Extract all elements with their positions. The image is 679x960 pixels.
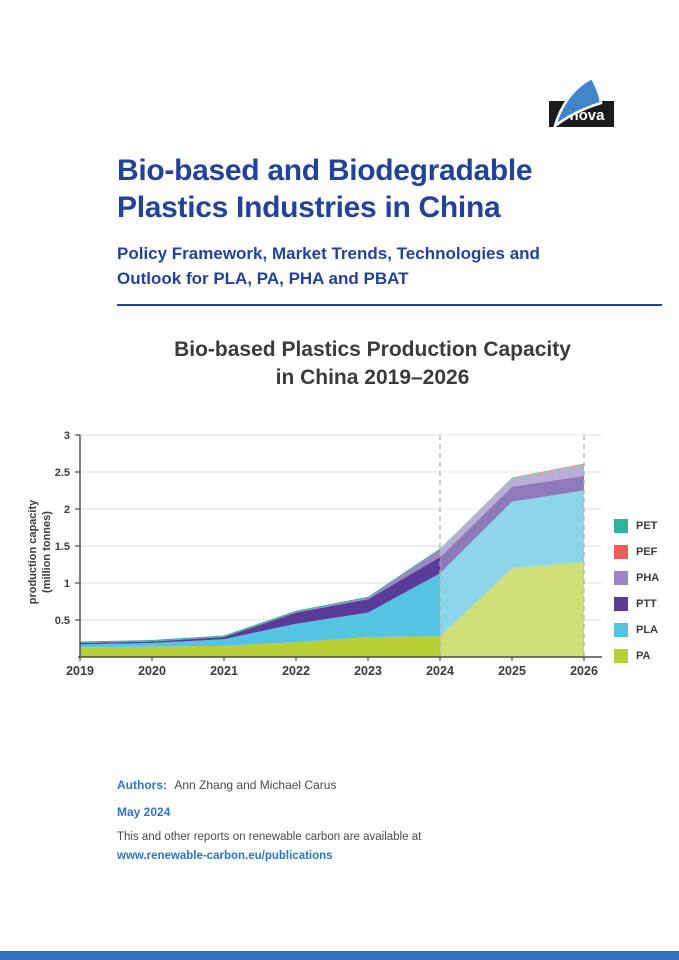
svg-text:2.5: 2.5 [55,467,70,479]
chart-title-line1: Bio-based Plastics Production Capacity [174,338,571,361]
legend-label: PEF [636,546,658,558]
legend-label: PHA [636,572,660,584]
legend-swatch [614,545,628,559]
svg-text:2020: 2020 [138,664,166,678]
legend-label: PLA [636,624,658,636]
legend-swatch [614,597,628,611]
authors-names: Ann Zhang and Michael Carus [174,778,337,792]
publication-date: May 2024 [117,805,171,819]
svg-text:2021: 2021 [210,664,238,678]
legend-swatch [614,519,628,533]
page-title: Bio-based and Biodegradable Plastics Ind… [117,152,657,226]
page-subtitle-line2: Outlook for PLA, PA, PHA and PBAT [117,269,409,288]
svg-text:2024: 2024 [426,664,454,678]
svg-text:0.5: 0.5 [55,615,70,627]
svg-text:2026: 2026 [570,664,598,678]
svg-text:2023: 2023 [354,664,382,678]
svg-text:3: 3 [64,430,70,442]
nova-logo: nova [549,76,614,130]
legend-item-pef: PEF [614,545,659,559]
availability-note: This and other reports on renewable carb… [117,831,422,843]
legend-label: PET [636,520,658,532]
logo-swoosh-icon [552,76,603,130]
chart-title: Bio-based Plastics Production Capacity i… [100,336,645,392]
svg-text:2019: 2019 [66,664,94,678]
legend-item-ptt: PTT [614,597,659,611]
page-title-line2: Plastics Industries in China [117,191,501,224]
legend-swatch [614,571,628,585]
legend-item-pha: PHA [614,571,659,585]
stacked-area-chart: 0.5 1 1.5 2 2.5 3 2019 2020 2021 2022 2023 2024 2025… [55,430,602,678]
chart-title-line2: in China 2019–2026 [275,366,470,389]
authors-line: Authors: Ann Zhang and Michael Carus [117,778,336,792]
page-subtitle-line1: Policy Framework, Market Trends, Technol… [117,244,540,263]
legend-swatch [614,649,628,663]
svg-text:1.5: 1.5 [55,541,70,553]
legend-swatch [614,623,628,637]
legend-item-pet: PET [614,519,659,533]
svg-text:2: 2 [64,504,70,516]
legend-item-pla: PLA [614,623,659,637]
svg-text:2025: 2025 [498,664,526,678]
footer-bar [0,951,679,960]
chart-legend: PET PEF PHA PTT PLA PA [614,519,659,675]
legend-label: PA [636,650,651,662]
svg-text:2022: 2022 [282,664,310,678]
page-title-line1: Bio-based and Biodegradable [117,154,533,187]
legend-label: PTT [636,598,657,610]
page-subtitle: Policy Framework, Market Trends, Technol… [117,241,657,291]
publications-link[interactable]: www.renewable-carbon.eu/publications [117,850,333,862]
authors-label: Authors: [117,778,167,792]
svg-text:1: 1 [64,578,70,590]
divider-rule [117,304,662,306]
legend-item-pa: PA [614,649,659,663]
